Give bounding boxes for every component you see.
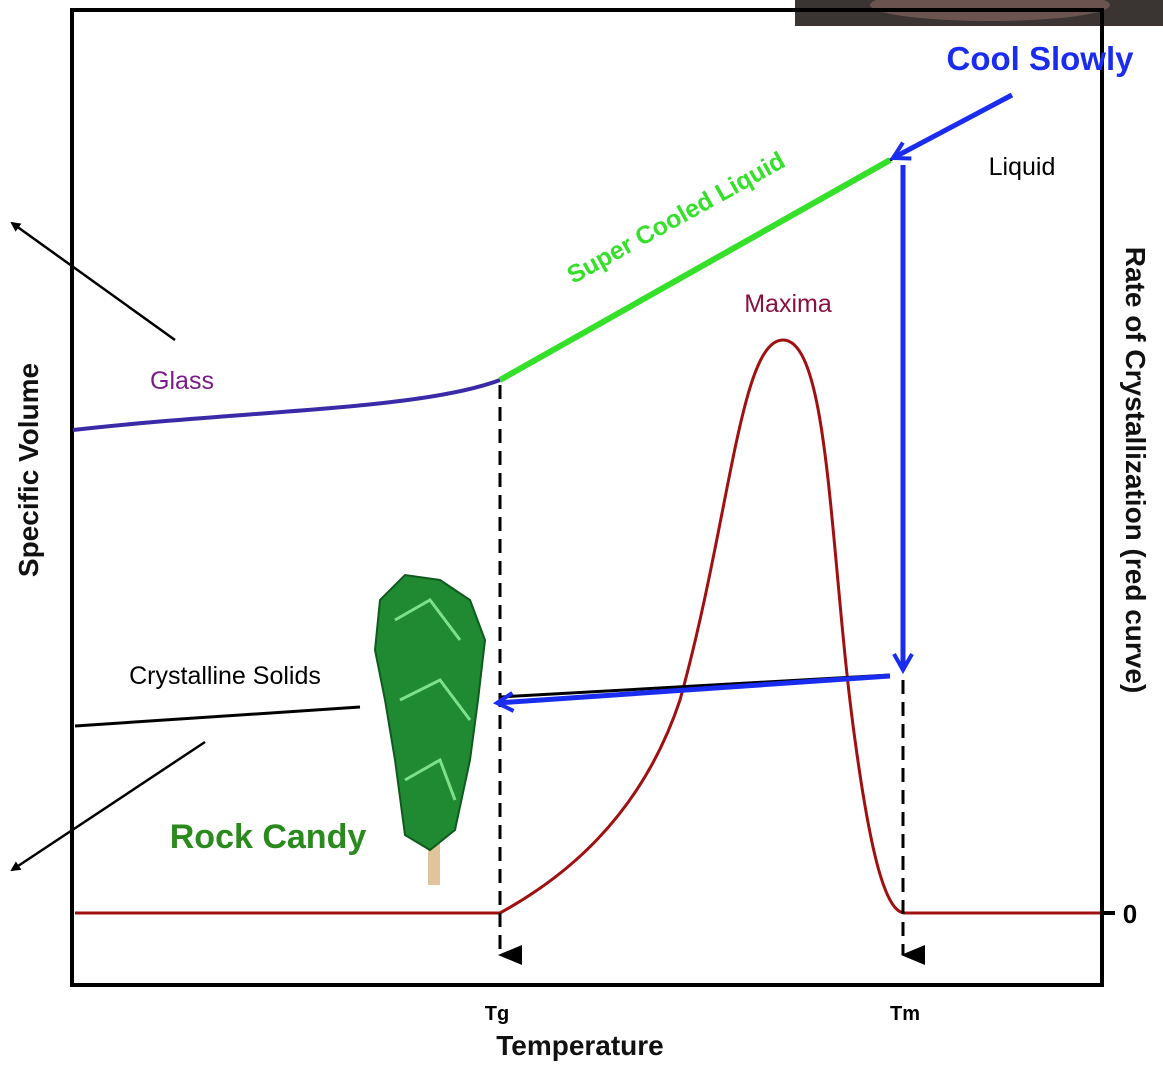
arrow (12, 223, 175, 340)
annotation: Glass (150, 367, 214, 395)
cool-arrow (893, 95, 1012, 158)
annotation: Rock Candy (170, 818, 367, 856)
annotation: Maxima (744, 290, 832, 318)
tick-label: Tm (890, 1003, 920, 1025)
crystal-line (75, 707, 360, 726)
annotation: Cool Slowly (946, 40, 1134, 77)
glass-curve (73, 380, 500, 430)
annotation: Super Cooled Liquid (562, 147, 789, 290)
diagram: Temperature Specific Volume Rate of Crys… (0, 0, 1163, 1073)
annotation: Liquid (989, 153, 1056, 181)
rock-candy (375, 575, 485, 850)
tick-label: Tg (485, 1003, 509, 1025)
y-axis-label: Specific Volume (13, 363, 44, 577)
y2-axis-label: Rate of Crystallization (red curve) (1120, 247, 1151, 694)
cool-arrow (497, 676, 890, 703)
x-axis-label: Temperature (496, 1030, 664, 1061)
tick-label: 0 (1123, 899, 1137, 929)
annotation: Crystalline Solids (129, 662, 321, 690)
